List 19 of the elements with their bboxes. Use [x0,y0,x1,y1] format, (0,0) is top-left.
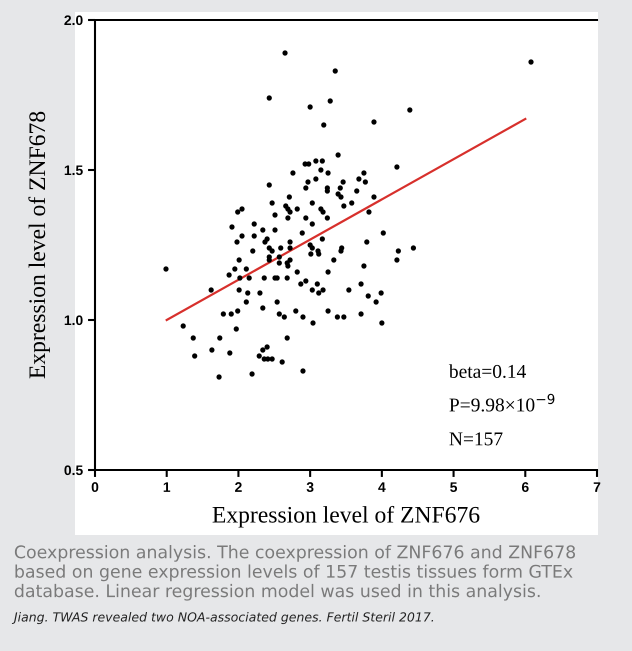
x-tick-label: 6 [522,482,529,492]
y-tick-label: 2.0 [64,15,83,26]
y-tick-label: 0.5 [64,465,83,476]
x-axis-title: Expression level of ZNF676 [212,506,480,528]
x-tick-label: 7 [594,482,600,492]
text: Jiang. TWAS revealed two NOA-associated genes. Fertil Steril 2017. [12,612,434,624]
x-tick-label: 4 [378,482,386,492]
annotation: beta=0.14 [448,364,526,378]
x-tick-label: 5 [450,482,458,492]
annotation: N=157 [449,432,503,446]
y-tick-label: 1.0 [64,315,83,326]
text: Coexpression analysis. The coexpression of ZNF676 and ZNF678 based on gene expression levels of 157 testis tissues form GTEx database. Linear regression model was used in this analysis. [14,545,576,601]
y-tick-label: 1.5 [64,165,83,176]
x-tick-label: 3 [306,482,314,492]
x-tick-label: 0 [92,482,98,492]
x-tick-label: 1 [164,482,170,492]
annotation: P=9.98×10$^{−9}$ [449,394,554,412]
x-tick-label: 2 [235,482,242,492]
y-axis-title: Expression level of ZNF678 [28,112,50,378]
